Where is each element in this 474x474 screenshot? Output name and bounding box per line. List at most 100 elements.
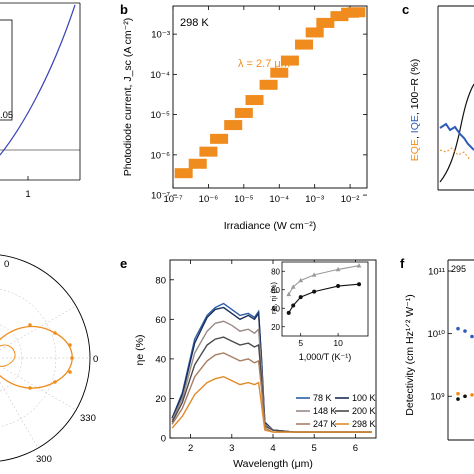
panel-c-black-curve (439, 83, 474, 183)
panel-b-wavelength-annotation: λ = 2.7 μm (238, 58, 290, 70)
panel-e-inset-y-tick-label: 40 (271, 304, 280, 313)
panel-e-x-axis-label: Wavelength (μm) (233, 458, 313, 470)
panel-c-y-axis-label: EQE, IQE, 100−R (%) (409, 59, 421, 161)
panel-b-data-point (245, 95, 264, 106)
panel-c-ylabel-iqe: IQE (409, 115, 421, 133)
panel-f-y-axis-label: Detectivity (cm Hz¹ᐟ² W⁻¹) (404, 294, 416, 415)
panel-f-data-point (470, 393, 474, 397)
panel-b-frame (172, 5, 368, 189)
legend-label: 298 K (352, 419, 376, 429)
panel-e-y-axis-label: ηe (%) (134, 335, 146, 366)
panel-e-y-tick-labels: 0 20 40 60 80 (155, 275, 166, 444)
panel-e-inset: 5 10 20 40 60 80 1,000/T (K⁻¹) ηe, ηi (%… (269, 261, 369, 362)
panel-e-y-tick-label: 40 (155, 354, 166, 365)
panel-b-x-tick-label: 10⁻² (341, 194, 360, 205)
panel-b-x-tick-label: 10⁻³ (305, 194, 324, 205)
panel-b-x-axis-label: Irradiance (W cm⁻²) (224, 220, 316, 232)
panel-f-data-points (456, 326, 474, 401)
panel-a: 1 .05 (0, 2, 81, 200)
panel-b-data-point (330, 11, 349, 22)
panel-b-y-tick-label: 10⁻³ (151, 30, 170, 41)
panel-e-inset-x-tick-label: 5 (298, 338, 303, 348)
panel-e-x-tick-label: 5 (312, 443, 317, 454)
panel-e-inset-point (298, 277, 304, 283)
legend-item: 100 K (335, 393, 376, 403)
panel-e-y-tick-label: 0 (161, 434, 166, 445)
panel-f-y-tick-label: 10¹¹ (428, 267, 445, 278)
panel-b-data-point (234, 107, 253, 118)
panel-e-x-tick-label: 3 (229, 443, 234, 454)
panel-e-inset-point (286, 310, 291, 315)
panel-b-data-point (295, 39, 314, 50)
panel-d-inner-lobe (0, 344, 16, 367)
panel-c-ylabel-eqe: EQE (409, 139, 421, 161)
panel-e-inset-frame (281, 261, 369, 337)
panel-e-inset-x-axis-label: 1,000/T (K⁻¹) (299, 352, 352, 362)
panel-e-x-tick-label: 4 (270, 443, 275, 454)
panel-e-y-tick-label: 20 (155, 394, 166, 405)
panel-e-inset-lines (286, 263, 362, 315)
panel-e-inset-x-tick-label: 10 (333, 338, 343, 348)
panel-b-temperature: 298 K (180, 17, 209, 29)
legend-item: 247 K (296, 419, 337, 429)
panel-e-ticks (170, 260, 356, 439)
panel-c-ylabel-reflect: 100−R (%) (409, 59, 421, 109)
panel-a-inset-frame (0, 19, 13, 121)
panel-c-ylabel-sep-2: , (409, 109, 421, 115)
panel-b-x-tick-label: 10⁻⁵ (234, 194, 254, 205)
panel-f-data-point (470, 334, 474, 339)
panel-e-series-line (171, 352, 372, 433)
panel-d-radial-line-30 (0, 305, 77, 351)
panel-e-inset-y-tick-label: 60 (271, 286, 280, 295)
panel-d-point (53, 380, 57, 384)
legend-label: 78 K (313, 393, 332, 403)
panel-e-inset-y-tick-labels: 20 40 60 80 (271, 267, 280, 332)
panel-d-outer-circle (0, 254, 91, 462)
panel-e-inset-point (298, 295, 303, 300)
panel-b: b 298 K λ = 2.7 μm 10⁻⁷ 10⁻⁶ 10⁻⁵ 10⁻⁴ 1… (120, 2, 368, 232)
panel-b-data-point (280, 55, 299, 66)
panel-b-data-point (174, 168, 193, 179)
panel-e-x-tick-labels: 2 3 4 5 6 (188, 443, 358, 454)
panel-b-data-point (347, 7, 366, 18)
legend-label: 100 K (352, 393, 376, 403)
panel-d-point (70, 356, 74, 360)
panel-e-inset-point (311, 272, 317, 277)
panel-b-data-point (316, 17, 335, 28)
panel-e-inset-point (336, 284, 341, 289)
panel-e-inset-point (290, 284, 296, 289)
panel-b-ticks (172, 6, 367, 196)
panel-d-point (53, 331, 57, 335)
panel-e-inset-point (335, 266, 341, 272)
panel-f-ticks (448, 270, 452, 397)
panel-e-letter: e (120, 256, 127, 271)
panel-c: c EQE, IQE, 100−R (%) (402, 2, 474, 191)
panel-f-data-point (463, 394, 467, 399)
panel-d: 0 0 330 300 (0, 254, 98, 465)
panel-d-point (68, 343, 72, 347)
panel-f-y-tick-label: 10⁹ (430, 392, 445, 403)
panel-e-x-tick-label: 6 (353, 443, 358, 454)
panel-b-y-tick-label: 10⁻⁶ (151, 150, 171, 161)
panel-e-inset-y-tick-label: 20 (271, 323, 280, 332)
panel-e-y-tick-label: 80 (155, 275, 166, 286)
panel-e-inset-point (286, 291, 292, 297)
panel-b-data-point (224, 120, 243, 131)
panel-b-letter: b (120, 2, 128, 17)
panel-e-inset-point (357, 282, 362, 287)
panel-b-data-point (210, 133, 229, 144)
panel-e-series-line (171, 375, 372, 433)
panel-d-point (28, 323, 32, 327)
panel-b-x-tick-label: 10⁻⁶ (199, 194, 219, 205)
panel-e-inset-x-tick-labels: 5 10 (298, 338, 343, 348)
panel-e-y-tick-label: 60 (155, 315, 166, 326)
legend-item: 78 K (296, 393, 332, 403)
panel-f-y-tick-labels: 10⁹ 10¹⁰ 10¹¹ (427, 267, 445, 403)
panel-b-y-axis-label: Photodiode current, J_sc (A cm⁻²) (122, 18, 134, 176)
panel-c-orange-curve (439, 147, 471, 161)
panel-c-blue-curve (439, 122, 474, 151)
panel-a-inset-label: .05 (0, 110, 13, 121)
panel-b-data-point (188, 158, 207, 169)
legend-item: 200 K (335, 406, 376, 416)
panel-b-y-tick-labels: 10⁻⁷ 10⁻⁶ 10⁻⁵ 10⁻⁴ 10⁻³ (150, 30, 170, 202)
